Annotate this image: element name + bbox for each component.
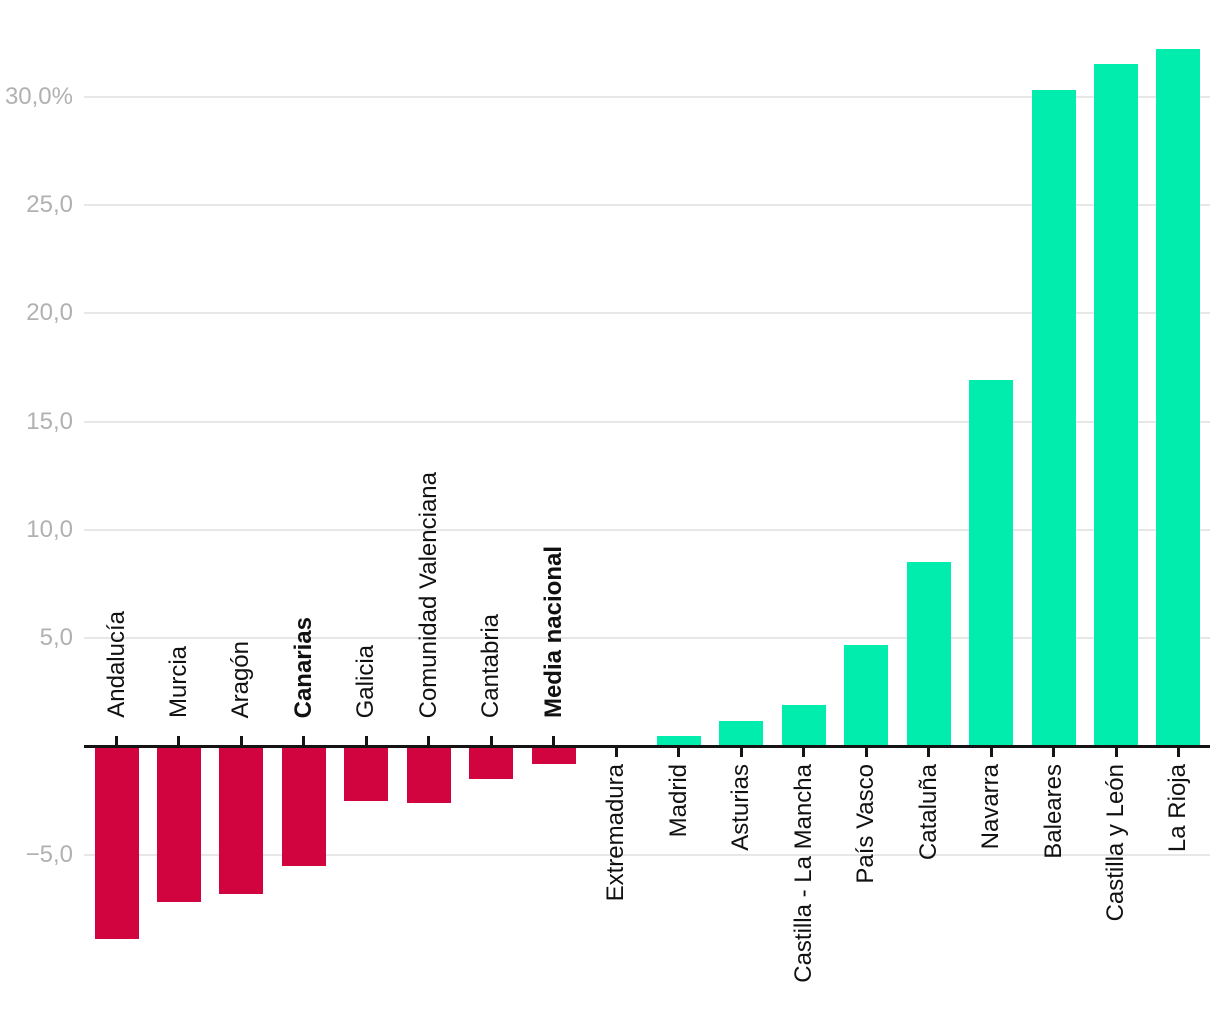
- category-label: Comunidad Valenciana: [414, 471, 442, 718]
- gridline: [84, 420, 1210, 423]
- bar-positive: [1094, 64, 1139, 747]
- category-label: Asturias: [727, 764, 755, 851]
- y-axis-tick-label: 30,0%: [4, 82, 73, 110]
- category-label: Baleares: [1039, 764, 1067, 859]
- bar-negative: [281, 746, 326, 866]
- y-axis-tick-label: −5,0: [25, 840, 73, 868]
- bar-negative: [344, 746, 389, 801]
- category-label: Cantabria: [477, 613, 505, 718]
- axis-tick: [1114, 748, 1118, 757]
- bar-positive: [906, 562, 951, 747]
- axis-tick: [302, 736, 306, 745]
- axis-tick: [1052, 748, 1056, 757]
- bar-negative: [219, 746, 264, 894]
- y-axis-tick-label: 10,0: [26, 515, 73, 543]
- axis-tick: [802, 748, 806, 757]
- axis-tick: [177, 736, 181, 745]
- y-axis-tick-label: 25,0: [26, 190, 73, 218]
- y-axis-tick-label: 15,0: [26, 407, 73, 435]
- bar-negative: [406, 746, 451, 803]
- axis-tick: [739, 748, 743, 757]
- y-axis-tick-label: 20,0: [26, 299, 73, 327]
- category-label: País Vasco: [852, 764, 880, 884]
- bar-positive: [656, 735, 701, 747]
- axis-tick: [989, 748, 993, 757]
- y-axis-tick-label: 5,0: [39, 624, 73, 652]
- bar-negative: [94, 746, 139, 940]
- category-label: Aragón: [227, 640, 255, 718]
- bar-negative: [531, 746, 576, 764]
- axis-tick: [552, 736, 556, 745]
- category-label: Galicia: [352, 644, 380, 718]
- axis-tick: [364, 736, 368, 745]
- gridline: [84, 203, 1210, 206]
- axis-tick: [115, 736, 118, 745]
- axis-tick: [864, 748, 868, 757]
- bar-positive: [844, 644, 889, 747]
- category-label: Navarra: [977, 764, 1005, 850]
- bar-positive: [781, 705, 826, 747]
- axis-tick: [489, 736, 493, 745]
- category-label: Media nacional: [539, 545, 567, 718]
- gridline: [84, 95, 1210, 98]
- gridline: [84, 853, 1210, 856]
- category-label: Castilla - La Mancha: [789, 764, 817, 983]
- axis-tick: [614, 748, 618, 757]
- gridline: [84, 528, 1210, 531]
- axis-tick: [1176, 748, 1180, 757]
- category-label: Murcia: [164, 645, 192, 718]
- bar-negative: [469, 746, 514, 779]
- axis-tick: [927, 748, 931, 757]
- category-label: La Rioja: [1164, 764, 1192, 853]
- bar-positive: [1031, 90, 1076, 747]
- bar-positive: [719, 720, 764, 747]
- axis-tick: [427, 736, 431, 745]
- category-label: Extremadura: [602, 764, 630, 902]
- axis-tick: [677, 748, 681, 757]
- gridline: [84, 312, 1210, 315]
- bar-positive: [969, 380, 1014, 747]
- x-axis-line: [84, 745, 1210, 748]
- category-label: Andalucía: [102, 611, 130, 718]
- axis-tick: [239, 736, 243, 745]
- bar-negative: [156, 746, 201, 903]
- bar-positive: [1156, 48, 1201, 747]
- category-label: Castilla y León: [1102, 764, 1130, 922]
- category-label: Madrid: [664, 764, 692, 838]
- category-label: Cataluña: [914, 764, 942, 861]
- category-label: Canarias: [289, 616, 317, 718]
- gridline: [84, 637, 1210, 640]
